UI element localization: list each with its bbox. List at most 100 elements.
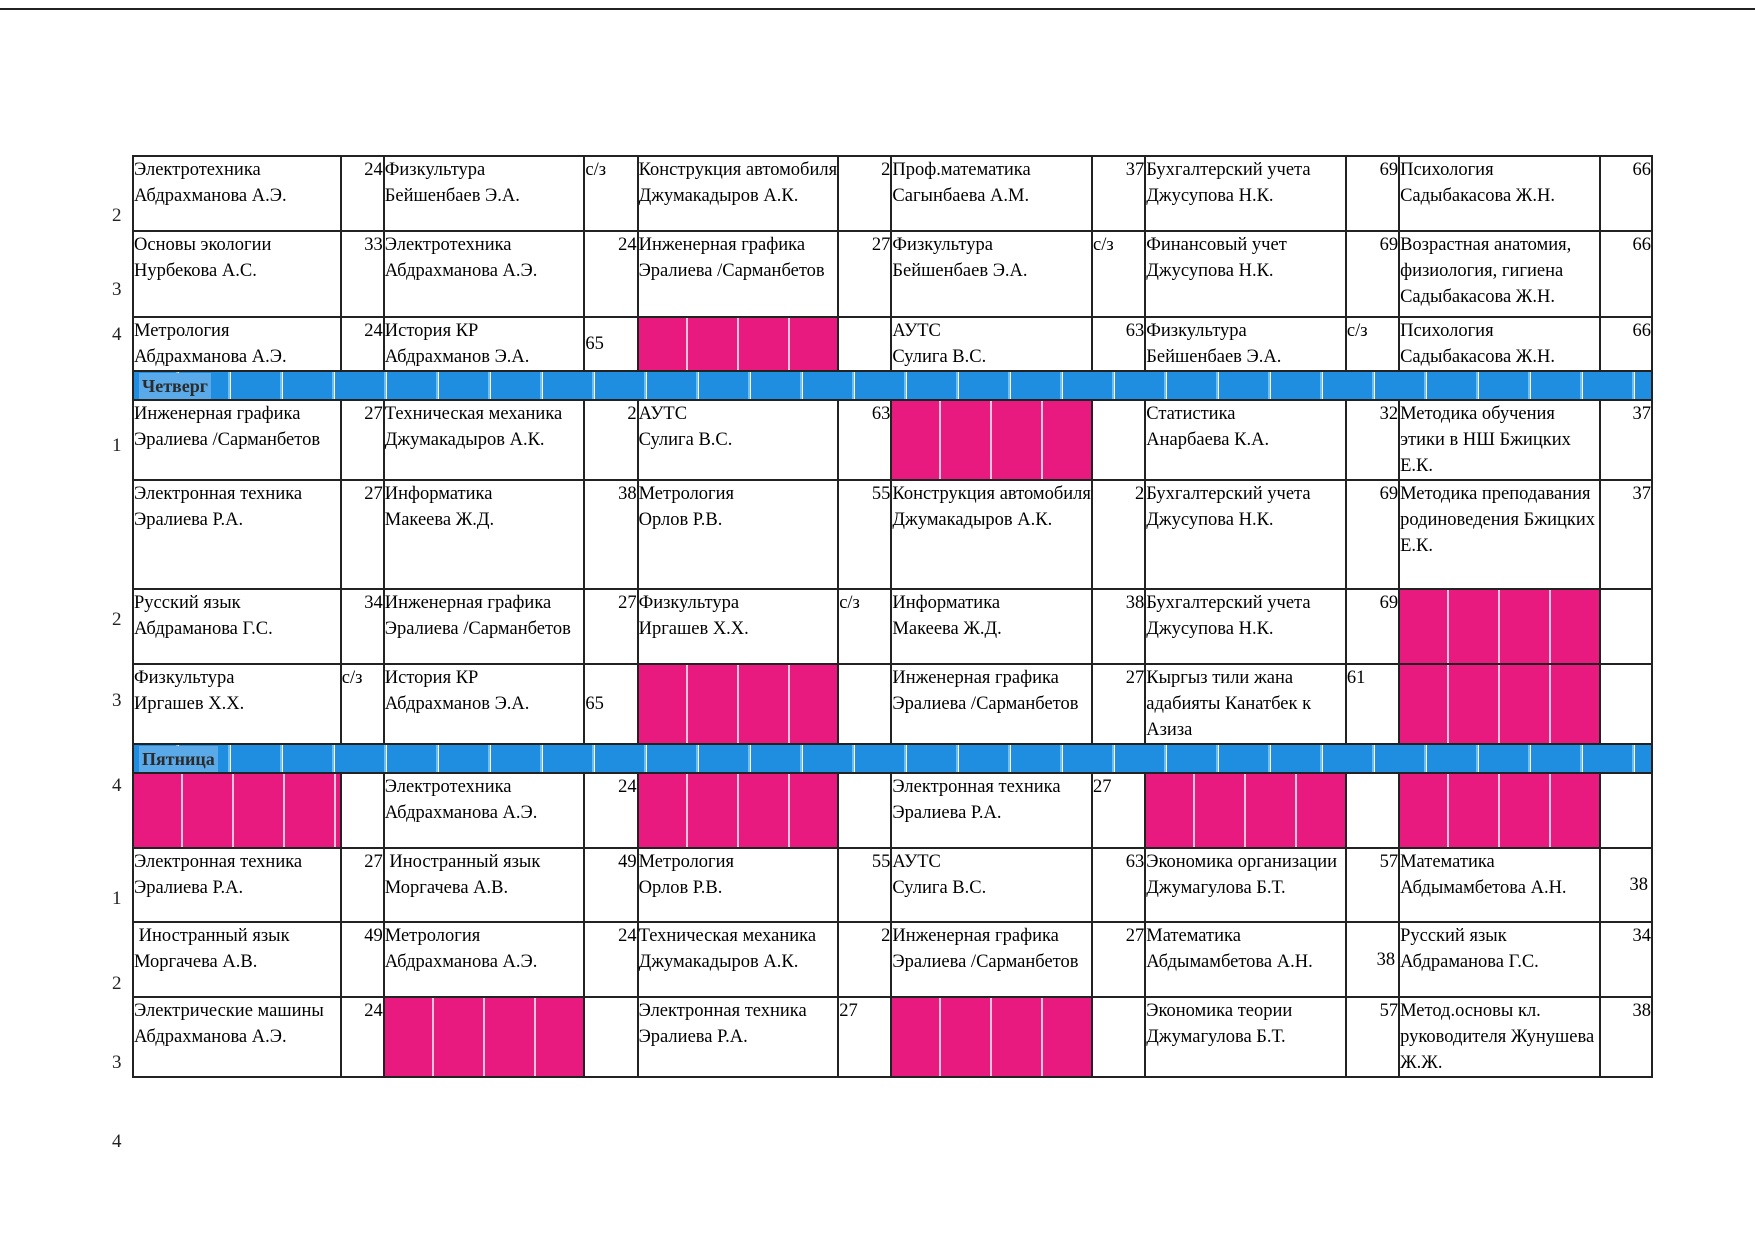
lesson-cell: Математика Абдымамбетова А.Н. <box>1144 921 1347 998</box>
table-row: Инженерная графика Эралиева /Сарманбетов… <box>132 399 1654 481</box>
teacher: Сулига В.С. <box>892 347 987 367</box>
period-number: 3 <box>112 1052 122 1073</box>
empty-slot <box>1398 663 1601 745</box>
subject: Метрология <box>638 852 735 872</box>
subject: Иностранный язык <box>134 926 290 946</box>
teacher: Бейшенбаев Э.А. <box>892 261 1028 281</box>
teacher: Макеева Ж.Д. <box>384 510 495 530</box>
subject: АУТС <box>892 321 941 341</box>
table-row: Метрология Абдрахманова А.Э. 24 История К… <box>132 316 1654 372</box>
teacher: Абдымамбетова А.Н. <box>1400 878 1567 898</box>
lesson-cell: Электронная техника Эралиева Р.А. <box>636 996 840 1078</box>
subject: Психология <box>1400 321 1494 341</box>
room-cell: 2 <box>837 921 893 998</box>
day-header-friday: Пятница <box>132 743 1653 774</box>
subject: Проф.математика <box>892 160 1031 180</box>
subject: Бухгалтерский учета <box>1146 484 1311 504</box>
table-row: Электрические машины Абдрахманова А.Э. 2… <box>132 996 1654 1078</box>
subject: Информатика <box>892 593 1001 613</box>
table-row: Русский язык Абдраманова Г.С. 34 Инженерн… <box>132 588 1654 665</box>
lesson-cell: Экономика организации Джумагулова Б.Т. <box>1144 847 1347 923</box>
room-cell <box>1091 996 1147 1078</box>
room-cell: 32 <box>1344 399 1401 481</box>
room-cell: 27 <box>339 847 385 923</box>
room-cell: с/з <box>1344 316 1401 372</box>
subject: Физкультура <box>638 593 740 613</box>
room-cell: 2 <box>583 399 639 481</box>
timetable: Электротехника Абдрахманова А.Э. 24 Физку… <box>132 155 1654 1078</box>
subject: История КР <box>384 668 479 688</box>
lesson-cell: Финансовый учет Джусупова Н.К. <box>1144 230 1347 318</box>
room-cell: 24 <box>339 316 385 372</box>
subject: Основы экологии <box>134 235 272 255</box>
period-number: 1 <box>112 888 122 909</box>
lesson-cell: Основы экологии Нурбекова А.С. <box>132 230 342 318</box>
room-cell: 27 <box>1091 663 1147 745</box>
teacher: Абдымамбетова А.Н. <box>1146 952 1313 972</box>
teacher: Сагынбаева А.М. <box>892 186 1030 206</box>
teacher: Эралиева Р.А. <box>134 510 244 530</box>
room-cell: с/з <box>339 663 385 745</box>
room-cell: с/з <box>837 588 893 665</box>
teacher: Абдраманова Г.С. <box>1400 952 1539 972</box>
teacher: Абдрахманов Э.А. <box>384 694 530 714</box>
empty-slot <box>1144 772 1347 849</box>
lesson-cell: Информатика Макеева Ж.Д. <box>890 588 1094 665</box>
room-cell: с/з <box>583 155 639 232</box>
room-cell: 49 <box>583 847 639 923</box>
teacher: Бейшенбаев Э.А. <box>384 186 520 206</box>
teacher: Иргашев Х.Х. <box>638 619 749 639</box>
lesson-cell: Электронная техника Эралиева Р.А. <box>132 847 342 923</box>
empty-slot <box>636 663 840 745</box>
subject: Конструкция автомобиля <box>638 160 838 180</box>
room-cell: 63 <box>1091 316 1147 372</box>
period-number: 2 <box>112 973 122 994</box>
teacher: Анарбаева К.А. <box>1146 430 1270 450</box>
table-row: Электронная техника Эралиева Р.А. 27 Инос… <box>132 847 1654 923</box>
room-cell: 69 <box>1344 230 1401 318</box>
room-cell: 69 <box>1344 155 1401 232</box>
period-number: 3 <box>112 279 122 300</box>
teacher: Сулига В.С. <box>638 430 733 450</box>
teacher: Эралиева Р.А. <box>134 878 244 898</box>
subject: Математика <box>1400 852 1495 872</box>
room-cell: 37 <box>1598 399 1654 481</box>
room-cell: 66 <box>1598 230 1654 318</box>
lesson-cell: Метрология Абдрахманова А.Э. <box>132 316 342 372</box>
lesson-cell: Метрология Абдрахманова А.Э. <box>382 921 586 998</box>
teacher: Абдрахманова А.Э. <box>134 186 287 206</box>
lesson-cell: Инженерная графика Эралиева /Сарманбетов <box>890 921 1094 998</box>
subject: Математика <box>1146 926 1241 946</box>
room-cell: 57 <box>1344 996 1401 1078</box>
subject: Русский язык <box>1400 926 1507 946</box>
period-number: 3 <box>112 690 122 711</box>
lesson-cell: Метрология Орлов Р.В. <box>636 847 840 923</box>
room-cell: 27 <box>1091 772 1147 849</box>
room-cell: 24 <box>583 772 639 849</box>
room-cell <box>339 772 385 849</box>
lesson-cell: Физкультура Иргашев Х.Х. <box>132 663 342 745</box>
lesson-cell: АУТС Сулига В.С. <box>890 316 1094 372</box>
room-cell: 2 <box>1091 479 1147 590</box>
subject: Иностранный язык <box>384 852 541 872</box>
room-cell <box>1598 772 1654 849</box>
lesson-cell: Инженерная графика Эралиева /Сарманбетов <box>132 399 342 481</box>
lesson-cell: Иностранный язык Моргачева А.В. <box>382 847 586 923</box>
teacher: Бейшенбаев Э.А. <box>1146 347 1282 367</box>
room-cell: 38 <box>583 479 639 590</box>
teacher: Орлов Р.В. <box>638 878 723 898</box>
room-cell: 69 <box>1344 479 1401 590</box>
room-cell: 37 <box>1091 155 1147 232</box>
lesson-cell: Экономика теории Джумагулова Б.Т. <box>1144 996 1347 1078</box>
day-name: Четверг <box>139 373 211 399</box>
room-cell: 38 <box>1598 847 1654 923</box>
lesson-cell: Электронная техника Эралиева Р.А. <box>890 772 1094 849</box>
teacher: Моргачева А.В. <box>384 878 509 898</box>
room-cell: 55 <box>837 479 893 590</box>
lesson-cell: Информатика Макеева Ж.Д. <box>382 479 586 590</box>
subject: Физкультура <box>1146 321 1247 341</box>
room-cell <box>1598 588 1654 665</box>
empty-slot <box>636 316 840 372</box>
lesson-cell: Методика преподавания родиноведения Бжиц… <box>1398 479 1601 590</box>
table-row: Физкультура Иргашев Х.Х. с/з История КР Аб… <box>132 663 1654 745</box>
